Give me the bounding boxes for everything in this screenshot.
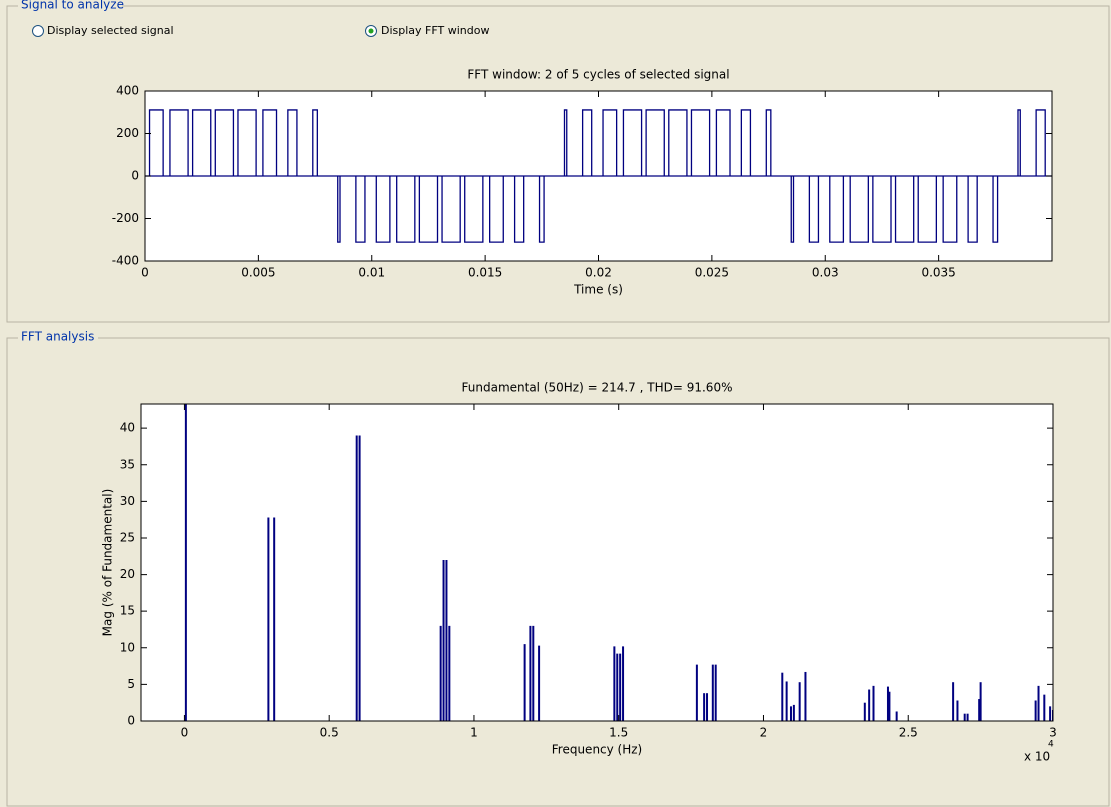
x-tick-label: 2.5 [899, 726, 918, 740]
panel-title-bg [18, 331, 98, 344]
pulse [191, 109, 212, 176]
pulse [489, 176, 504, 243]
panel-title: Signal to analyze [21, 0, 124, 12]
pulse [765, 109, 772, 176]
x-tick-label: 0.01 [358, 266, 385, 280]
x-axis-label: Frequency (Hz) [552, 743, 643, 757]
radio-dot [368, 28, 374, 34]
pulse [849, 176, 869, 243]
y-tick-label: 30 [120, 494, 135, 508]
pulse [790, 176, 795, 243]
pulse [668, 109, 688, 176]
radio-circle[interactable] [32, 25, 44, 37]
y-tick-label: 0 [127, 714, 135, 728]
pulse [967, 176, 978, 243]
pulse [917, 176, 938, 243]
pulse [287, 109, 298, 176]
x-exponent-power: 4 [1048, 740, 1054, 750]
pulse [237, 109, 257, 176]
pulse [441, 176, 461, 243]
plot-area [141, 404, 1053, 721]
x-axis-label: Time (s) [573, 283, 623, 297]
pulse [1017, 109, 1021, 176]
pulse [337, 176, 341, 243]
y-tick-label: 25 [120, 530, 135, 544]
pulse [581, 109, 593, 176]
x-tick-label: 0.005 [241, 266, 275, 280]
y-tick-label: 20 [120, 567, 135, 581]
x-tick-label: 0.5 [320, 726, 339, 740]
pulse [715, 109, 731, 176]
pulse [214, 109, 235, 176]
radio[interactable]: Display FFT window [365, 24, 490, 37]
y-tick-label: -400 [112, 254, 139, 268]
pulse [602, 109, 618, 176]
y-tick-label: -200 [112, 211, 139, 225]
chart-title: Fundamental (50Hz) = 214.7 , THD= 91.60% [462, 381, 733, 395]
x-tick-label: 2 [760, 726, 768, 740]
x-tick-label: 0.03 [812, 266, 839, 280]
pulse [355, 176, 366, 243]
x-exponent: x 10 [1024, 750, 1050, 764]
pulse [894, 176, 915, 243]
panel-title: FFT analysis [21, 330, 94, 344]
radio-label[interactable]: Display selected signal [47, 24, 174, 37]
pulse [148, 109, 164, 176]
pulse [375, 176, 391, 243]
x-tick-label: 3 [1049, 726, 1057, 740]
x-tick-label: 0.02 [585, 266, 612, 280]
panel-border [6, 337, 1110, 807]
pulse [312, 109, 318, 176]
pulse [396, 176, 416, 243]
pulse [992, 176, 999, 243]
panel-border [6, 5, 1110, 323]
panel-title-bg [18, 0, 122, 12]
pulse [872, 176, 892, 243]
y-tick-label: 5 [127, 677, 135, 691]
x-tick-label: 0.035 [921, 266, 955, 280]
y-tick-label: 400 [116, 84, 139, 98]
y-axis-label: Mag (% of Fundamental) [101, 489, 115, 637]
y-tick-label: 0 [131, 169, 139, 183]
pulse [740, 109, 752, 176]
x-tick-label: 0 [141, 266, 149, 280]
y-tick-label: 10 [120, 640, 135, 654]
marks [184, 404, 1053, 721]
pulse [169, 109, 189, 176]
pulse [418, 176, 439, 243]
y-tick-label: 200 [116, 126, 139, 140]
pulse [829, 176, 845, 243]
radio-label[interactable]: Display FFT window [381, 24, 489, 37]
x-tick-label: 1.5 [609, 726, 628, 740]
axes-box [140, 403, 1054, 722]
pulse [808, 176, 820, 243]
pulse [690, 109, 711, 176]
y-tick-label: 35 [120, 457, 135, 471]
radio[interactable]: Display selected signal [32, 24, 174, 37]
x-tick-label: 0.025 [695, 266, 729, 280]
x-tick-label: 0 [181, 726, 189, 740]
pulse [563, 109, 568, 176]
pulse [464, 176, 484, 243]
pulse [942, 176, 958, 243]
pulse [513, 176, 525, 243]
x-tick-label: 1 [470, 726, 478, 740]
pulse [622, 109, 643, 176]
pulse [1035, 109, 1046, 176]
y-tick-label: 15 [120, 604, 135, 618]
marks [145, 109, 1052, 243]
pulse [645, 109, 665, 176]
pulse [262, 109, 278, 176]
pulse [538, 176, 545, 243]
y-tick-label: 40 [120, 421, 135, 435]
chart-title: FFT window: 2 of 5 cycles of selected si… [467, 68, 729, 82]
x-tick-label: 0.015 [468, 266, 502, 280]
